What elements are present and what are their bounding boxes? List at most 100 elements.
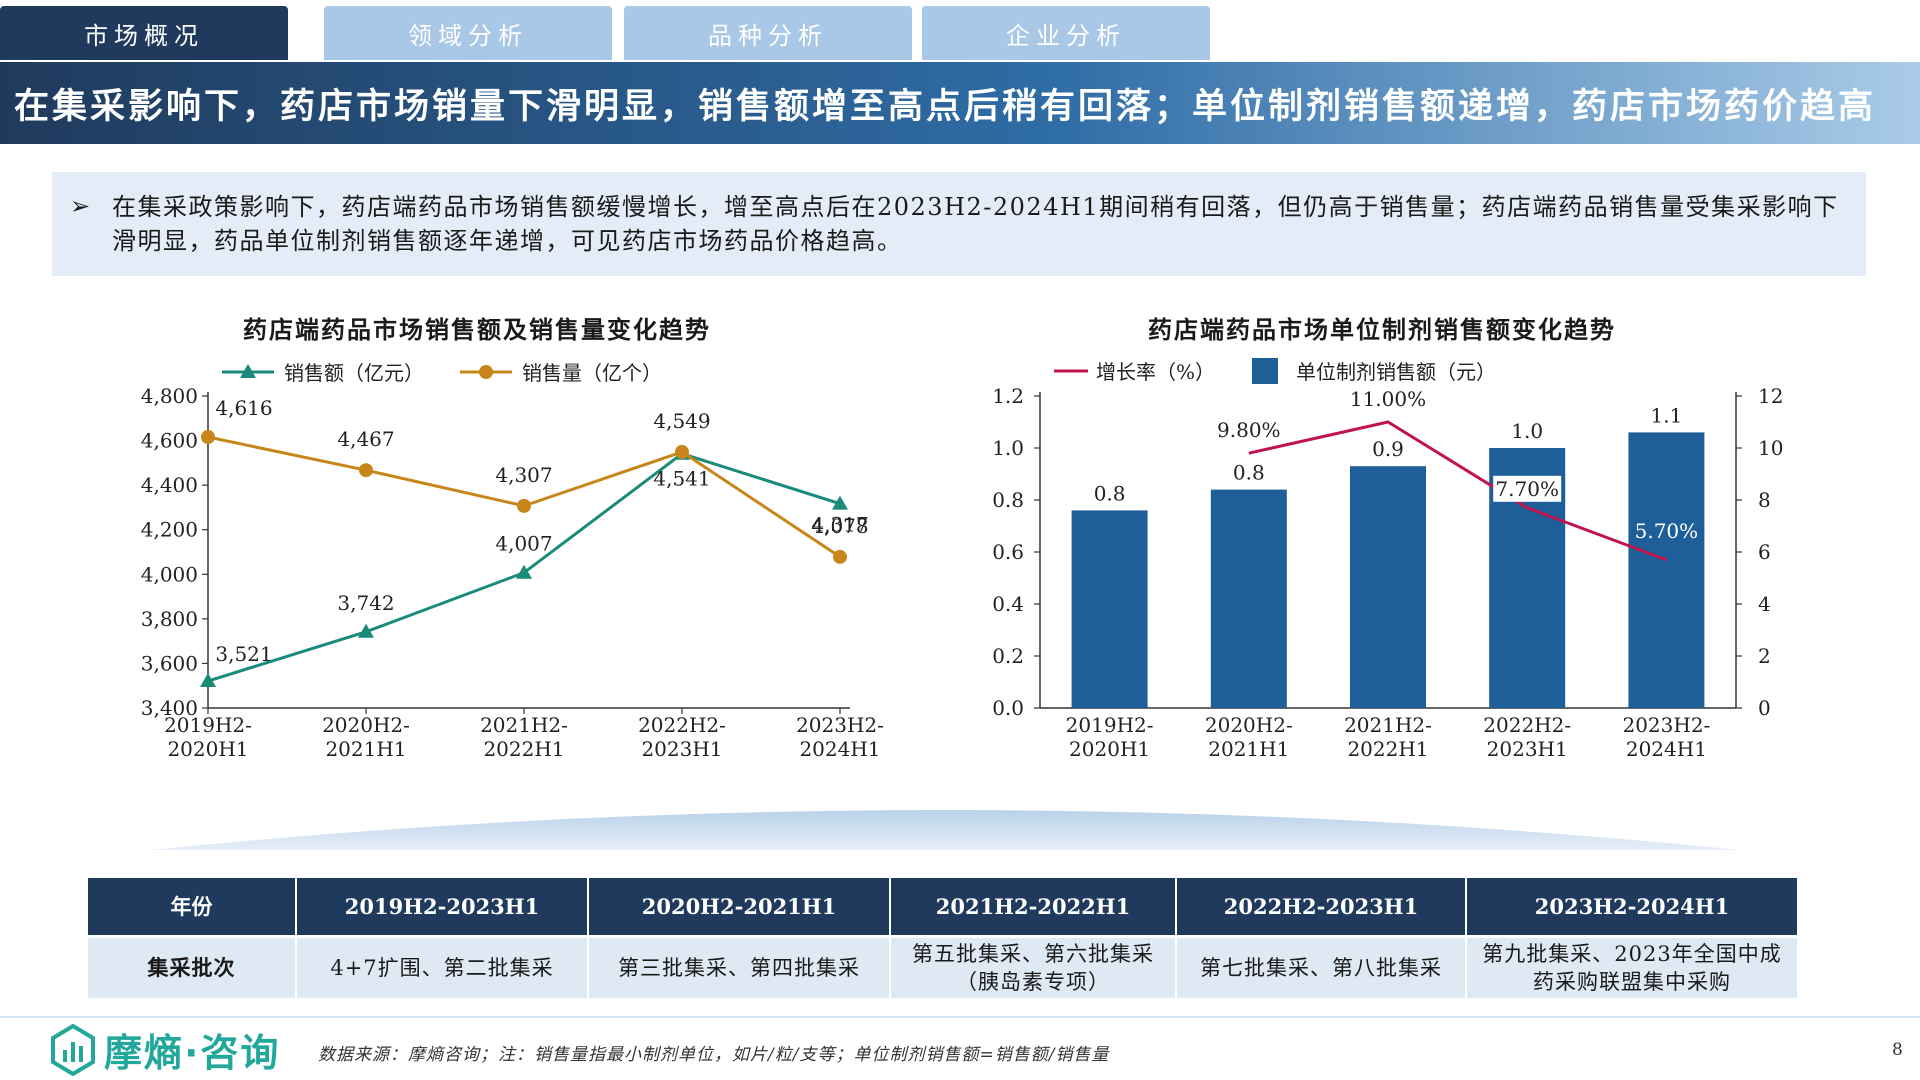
- left-y-tick-label: 0.2: [992, 644, 1024, 668]
- table-header-cell: 2022H2-2023H1: [1176, 878, 1467, 936]
- data-label: 4,307: [495, 463, 552, 487]
- legend-label: 增长率（%）: [1096, 360, 1215, 384]
- growth-value-label: 9.80%: [1217, 418, 1281, 442]
- logo-text: 摩熵·咨询: [104, 1031, 281, 1075]
- data-label: 4,078: [811, 514, 868, 538]
- left-y-tick-label: 0.0: [992, 696, 1024, 720]
- x-tick-label: 2022H2-: [638, 713, 726, 737]
- tab-variety-analysis[interactable]: 品种分析: [624, 6, 912, 60]
- data-label: 4,616: [215, 396, 272, 420]
- right-y-tick-label: 4: [1758, 592, 1771, 616]
- x-tick-label: 2023H2-: [796, 713, 884, 737]
- bar: [1071, 510, 1148, 708]
- bar: [1350, 466, 1426, 708]
- table-row-label: 集采批次: [88, 934, 297, 998]
- data-point-circle: [201, 430, 215, 445]
- cell-line: 药采购联盟集中采购: [1533, 969, 1731, 994]
- right-y-tick-label: 6: [1758, 540, 1771, 564]
- bar: [1628, 432, 1705, 708]
- x-tick-label: 2019H2-: [1066, 713, 1154, 737]
- table-cell: 4+7扩围、第二批集采: [296, 934, 589, 998]
- logo-icon: [51, 1023, 95, 1076]
- y-tick-label: 3,400: [141, 696, 198, 720]
- x-tick-label: 2021H1: [1208, 737, 1289, 761]
- legend-swatch-bar: [1252, 358, 1278, 384]
- data-point-triangle: [516, 564, 532, 579]
- table-cell: 第七批集采、第八批集采: [1176, 934, 1467, 998]
- cell-line: 第七批集采、第八批集采: [1200, 955, 1442, 980]
- data-point-triangle: [200, 673, 216, 688]
- x-tick-label: 2024H1: [1626, 737, 1707, 761]
- left-chart-title: 药店端药品市场销售额及销售量变化趋势: [243, 315, 711, 344]
- data-label: 4,549: [653, 409, 710, 433]
- growth-label-bg: [1493, 475, 1562, 502]
- y-tick-label: 3,800: [141, 607, 198, 631]
- page-title-band: 在集采影响下，药店市场销量下滑明显，销售额增至高点后稍有回落；单位制剂销售额递增…: [0, 62, 1920, 144]
- right-y-tick-label: 2: [1758, 644, 1771, 668]
- left-y-tick-label: 1.0: [992, 436, 1024, 460]
- y-tick-label: 4,400: [141, 473, 198, 497]
- cell-line: （胰岛素专项）: [956, 969, 1110, 994]
- bar-value-label: 1.1: [1650, 403, 1682, 427]
- tab-bar: 市场概况 领域分析 品种分析 企业分析: [0, 0, 1920, 60]
- cell-line: 第五批集采、第六批集采: [912, 941, 1154, 966]
- table-header-cell: 年份: [88, 878, 297, 936]
- legend-label: 销售额（亿元）: [284, 361, 424, 385]
- table-cell: 第五批集采、第六批集采 （胰岛素专项）: [890, 934, 1177, 998]
- y-tick-label: 4,000: [141, 562, 198, 586]
- y-tick-label: 4,200: [141, 518, 198, 542]
- growth-line: [1248, 420, 1667, 562]
- x-tick-label: 2020H2-: [1205, 713, 1293, 737]
- data-source-note: 数据来源：摩熵咨询；注：销售量指最小制剂单位，如片/粒/支等；单位制剂销售额=销…: [318, 1045, 1110, 1065]
- x-tick-label: 2023H2-: [1622, 713, 1710, 737]
- page-title: 在集采影响下，药店市场销量下滑明显，销售额增至高点后稍有回落；单位制剂销售额递增…: [14, 85, 1877, 127]
- data-label: 4,007: [495, 532, 552, 556]
- tab-market-overview[interactable]: 市场概况: [0, 6, 288, 60]
- data-label: 4,317: [811, 513, 868, 537]
- x-tick-label: 2022H1: [1347, 737, 1428, 761]
- data-label: 4,541: [653, 467, 710, 491]
- table-header-cell: 2021H2-2022H1: [890, 878, 1177, 936]
- bar-value-label: 0.8: [1094, 481, 1126, 505]
- summary-box: ➢ 在集采政策影响下，药店端药品市场销售额缓慢增长，增至高点后在2023H2-2…: [52, 172, 1866, 276]
- growth-value-label: 7.70%: [1495, 477, 1559, 501]
- summary-text: 在集采政策影响下，药店端药品市场销售额缓慢增长，增至高点后在2023H2-202…: [112, 193, 1839, 255]
- tab-company-analysis[interactable]: 企业分析: [922, 6, 1210, 60]
- x-tick-label: 2023H1: [1487, 737, 1568, 761]
- data-label: 4,467: [337, 427, 394, 451]
- data-point-circle: [833, 549, 847, 564]
- x-tick-label: 2024H1: [799, 737, 880, 761]
- growth-value-label: 11.00%: [1350, 387, 1426, 411]
- data-point-triangle: [832, 495, 848, 510]
- table-row: 集采批次 4+7扩围、第二批集采 第三批集采、第四批集采 第五批集采、第六批集采…: [88, 934, 1799, 998]
- left-y-tick-label: 0.8: [992, 488, 1024, 512]
- x-tick-label: 2020H1: [167, 737, 248, 761]
- data-point-circle: [359, 463, 373, 478]
- right-y-tick-label: 12: [1758, 384, 1783, 408]
- tab-field-analysis[interactable]: 领域分析: [324, 6, 612, 60]
- cell-line: 4+7扩围、第二批集采: [330, 955, 554, 980]
- x-tick-label: 2021H1: [325, 737, 406, 761]
- data-label: 3,521: [215, 642, 272, 666]
- x-tick-label: 2020H2-: [322, 713, 410, 737]
- page-number: 8: [1892, 1040, 1903, 1060]
- legend-marker-triangle: [240, 364, 256, 378]
- table-header-cell: 2020H2-2021H1: [588, 878, 891, 936]
- right-y-tick-label: 10: [1758, 436, 1783, 460]
- bar-line-chart: 0.00.20.40.60.81.01.20246810122019H2-202…: [992, 358, 1783, 761]
- left-y-tick-label: 1.2: [992, 384, 1024, 408]
- table-cell: 第九批集采、2023年全国中成 药采购联盟集中采购: [1466, 934, 1799, 998]
- growth-value-label: 5.70%: [1635, 519, 1699, 543]
- data-point-triangle: [358, 623, 374, 638]
- x-tick-label: 2020H1: [1069, 737, 1150, 761]
- right-y-tick-label: 8: [1758, 488, 1771, 512]
- table-cell: 第三批集采、第四批集采: [588, 934, 891, 998]
- data-point-circle: [517, 498, 531, 513]
- procurement-table: 年份 2019H2-2023H1 2020H2-2021H1 2021H2-20…: [88, 878, 1799, 998]
- decorative-wave: [150, 810, 1740, 850]
- data-label: 3,742: [337, 591, 394, 615]
- right-chart-title: 药店端药品市场单位制剂销售额变化趋势: [1148, 315, 1616, 344]
- legend-label: 单位制剂销售额（元）: [1296, 360, 1496, 384]
- x-tick-label: 2019H2-: [164, 713, 252, 737]
- data-point-circle: [675, 444, 689, 459]
